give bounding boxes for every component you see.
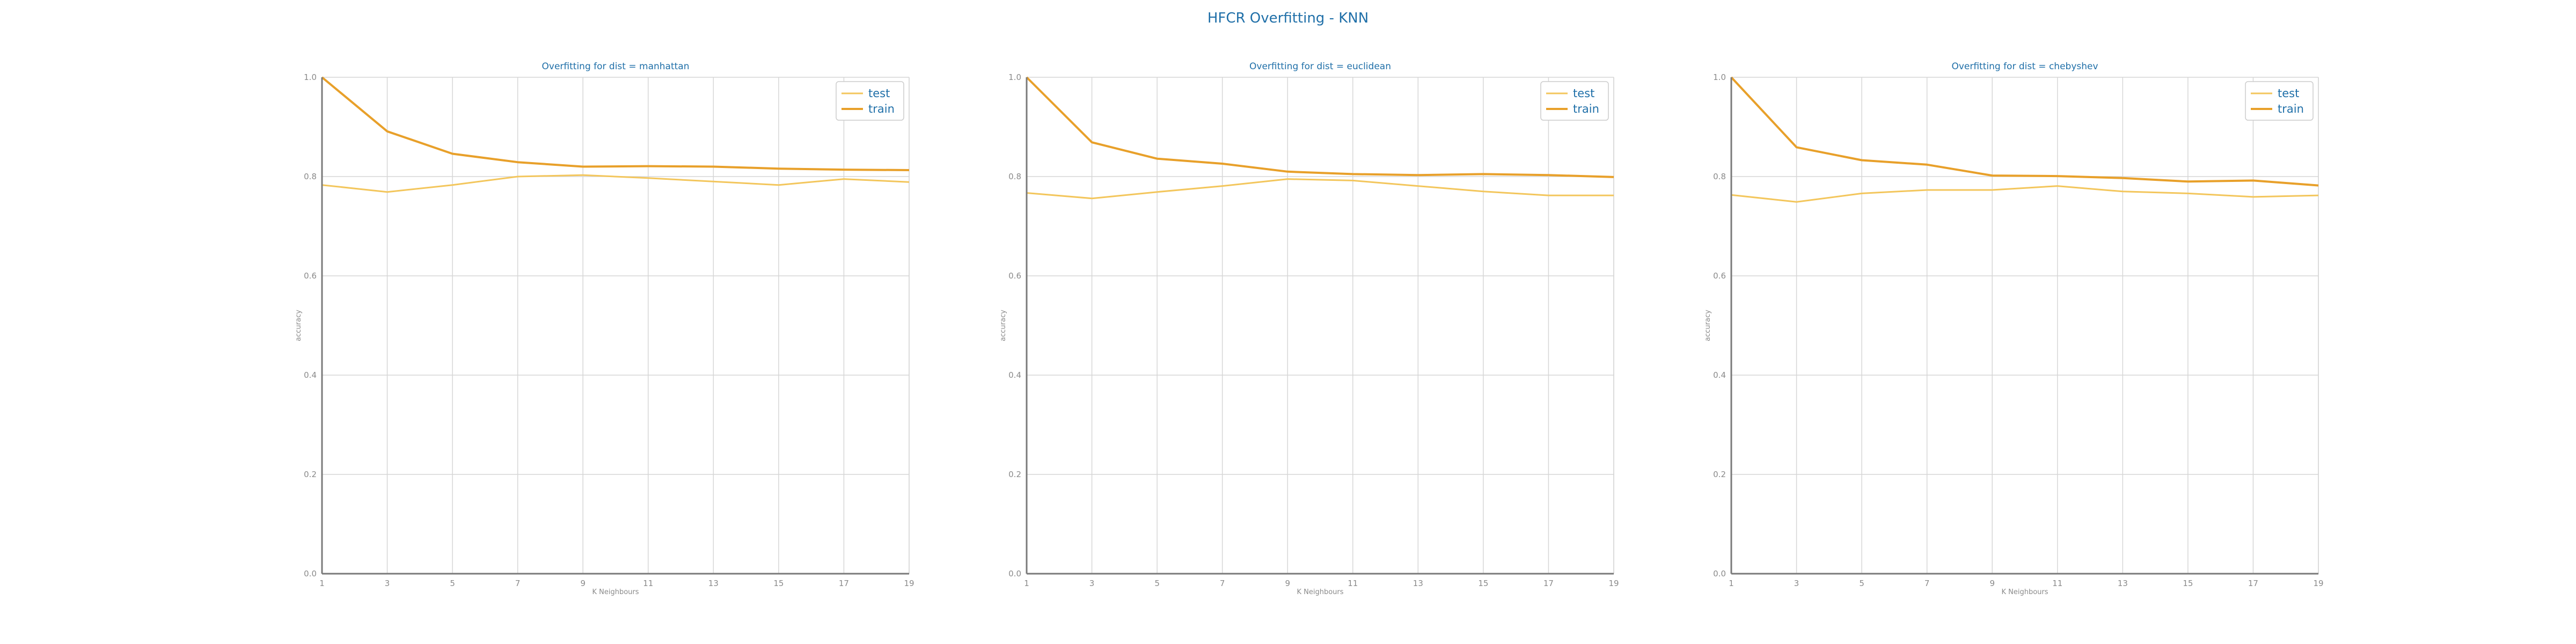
y-tick-label: 0.0 — [1713, 569, 1726, 579]
chart-panel-3: 0.00.20.40.60.81.01 3 5 7 9 11 13 15 17 19Overfit… — [1704, 61, 2324, 596]
y-axis-label: accuracy — [295, 310, 303, 341]
plot-area — [322, 77, 909, 574]
panel-title: Overfitting for dist = manhattan — [542, 61, 690, 72]
x-axis-label: K Neighbours — [1297, 588, 1343, 596]
y-tick-label: 1.0 — [1008, 72, 1021, 82]
x-tick-label: 3 — [1794, 579, 1799, 588]
x-tick-label: 15 — [1478, 579, 1488, 588]
x-tick-label: 17 — [839, 579, 849, 588]
x-tick-label: 19 — [1608, 579, 1619, 588]
x-tick-label: 7 — [515, 579, 521, 588]
y-tick-label: 0.6 — [1713, 271, 1726, 281]
x-tick-label: 1 — [1024, 579, 1029, 588]
y-tick-label: 0.6 — [304, 271, 317, 281]
series-line-train — [321, 76, 910, 171]
chart-panel-2: 0.00.20.40.60.81.01 3 5 7 9 11 13 15 17 19Overfit… — [999, 61, 1619, 596]
plot-area — [1027, 77, 1614, 574]
chart-panel-1: 0.00.20.40.60.81.01 3 5 7 9 11 13 15 17 19Overfit… — [295, 61, 914, 596]
x-tick-label: 19 — [904, 579, 914, 588]
legend-box — [836, 81, 904, 121]
y-tick-label: 0.8 — [1713, 172, 1726, 181]
x-tick-label: 5 — [450, 579, 455, 588]
x-tick-label: 13 — [708, 579, 719, 588]
series-line-test — [321, 174, 910, 193]
figure-title: HFCR Overfitting - KNN — [1208, 10, 1368, 26]
y-tick-label: 0.8 — [304, 172, 317, 181]
y-tick-label: 0.0 — [1008, 569, 1021, 579]
x-tick-label: 19 — [2313, 579, 2323, 588]
legend-label-test: test — [868, 87, 890, 100]
legend-label-train: train — [1573, 103, 1599, 115]
x-tick-label: 7 — [1220, 579, 1225, 588]
legend-label-test: test — [2278, 87, 2299, 100]
legend-label-train: train — [868, 103, 895, 115]
y-tick-label: 0.4 — [1713, 370, 1726, 380]
legend-box — [1540, 81, 1609, 121]
x-tick-label: 9 — [580, 579, 586, 588]
x-tick-label: 11 — [643, 579, 653, 588]
x-tick-label: 3 — [385, 579, 390, 588]
y-tick-label: 0.0 — [304, 569, 317, 579]
y-tick-label: 1.0 — [1713, 72, 1726, 82]
x-tick-label: 5 — [1859, 579, 1864, 588]
x-tick-label: 15 — [2183, 579, 2193, 588]
y-tick-label: 0.4 — [304, 370, 317, 380]
chart-panels: 0.00.20.40.60.81.01 3 5 7 9 11 13 15 17 19Overfit… — [295, 61, 2324, 596]
series-line-test — [1731, 185, 2319, 203]
y-tick-label: 0.8 — [1008, 172, 1021, 181]
x-tick-label: 7 — [1924, 579, 1930, 588]
y-axis-label: accuracy — [999, 310, 1007, 341]
x-axis-label: K Neighbours — [2001, 588, 2048, 596]
y-tick-label: 0.2 — [304, 470, 317, 479]
panel-title: Overfitting for dist = chebyshev — [1951, 61, 2098, 72]
legend: test train — [2245, 81, 2314, 121]
series-line-train — [1026, 76, 1614, 178]
legend: test train — [836, 81, 904, 121]
y-axis-label: accuracy — [1704, 310, 1712, 341]
y-tick-label: 1.0 — [304, 72, 317, 82]
x-tick-label: 1 — [319, 579, 325, 588]
plot-area — [1731, 77, 2318, 574]
x-tick-label: 5 — [1154, 579, 1160, 588]
x-tick-label: 9 — [1285, 579, 1290, 588]
x-axis-label: K Neighbours — [592, 588, 639, 596]
x-tick-label: 17 — [2248, 579, 2258, 588]
legend-box — [2245, 81, 2314, 121]
y-tick-label: 0.2 — [1008, 470, 1021, 479]
x-tick-label: 13 — [2118, 579, 2128, 588]
legend: test train — [1540, 81, 1609, 121]
legend-label-train: train — [2278, 103, 2304, 115]
x-tick-label: 11 — [2052, 579, 2062, 588]
panel-title: Overfitting for dist = euclidean — [1249, 61, 1391, 72]
legend-label-test: test — [1573, 87, 1594, 100]
x-tick-label: 3 — [1089, 579, 1095, 588]
y-tick-label: 0.6 — [1008, 271, 1021, 281]
x-tick-label: 11 — [1348, 579, 1358, 588]
x-tick-label: 9 — [1989, 579, 1995, 588]
y-tick-label: 0.2 — [1713, 470, 1726, 479]
x-tick-label: 13 — [1413, 579, 1423, 588]
y-tick-label: 0.4 — [1008, 370, 1021, 380]
x-tick-label: 1 — [1729, 579, 1734, 588]
series-line-test — [1026, 178, 1614, 200]
x-tick-label: 15 — [773, 579, 784, 588]
x-tick-label: 17 — [1543, 579, 1554, 588]
series-line-train — [1730, 76, 2319, 187]
